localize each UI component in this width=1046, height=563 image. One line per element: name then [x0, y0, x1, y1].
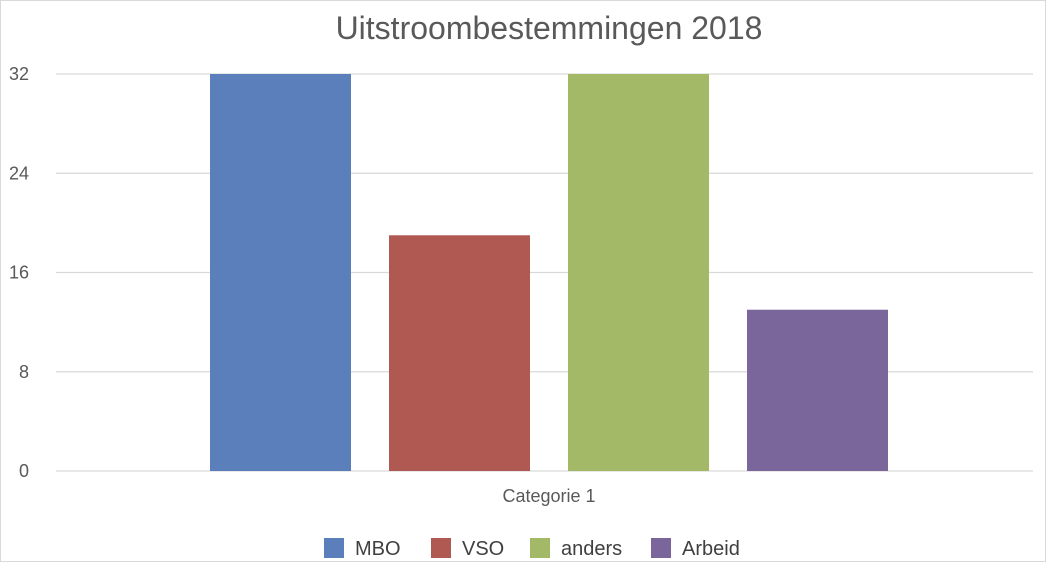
legend-label-mbo: MBO	[355, 538, 401, 560]
legend-label-vso: VSO	[462, 538, 504, 560]
legend-swatch-anders	[530, 538, 550, 558]
bar-anders	[568, 74, 709, 471]
legend-swatch-arbeid	[651, 538, 671, 558]
y-tick-label: 16	[9, 263, 29, 283]
y-tick-label: 8	[19, 362, 29, 382]
y-tick-label: 24	[9, 163, 29, 183]
bars	[210, 74, 888, 471]
y-tick-label: 32	[9, 64, 29, 84]
bar-arbeid	[747, 309, 888, 471]
y-axis-ticks: 0 8 16 24 32	[9, 64, 29, 481]
legend-swatch-vso	[431, 538, 451, 558]
legend-label-arbeid: Arbeid	[682, 538, 740, 560]
bar-vso	[389, 235, 530, 471]
y-tick-label: 0	[19, 461, 29, 481]
legend-label-anders: anders	[561, 538, 622, 560]
chart-title: Uitstroombestemmingen 2018	[336, 10, 763, 46]
legend: MBO VSO anders Arbeid	[324, 538, 740, 560]
category-label: Categorie 1	[502, 486, 595, 506]
legend-swatch-mbo	[324, 538, 344, 558]
bar-mbo	[210, 74, 351, 471]
